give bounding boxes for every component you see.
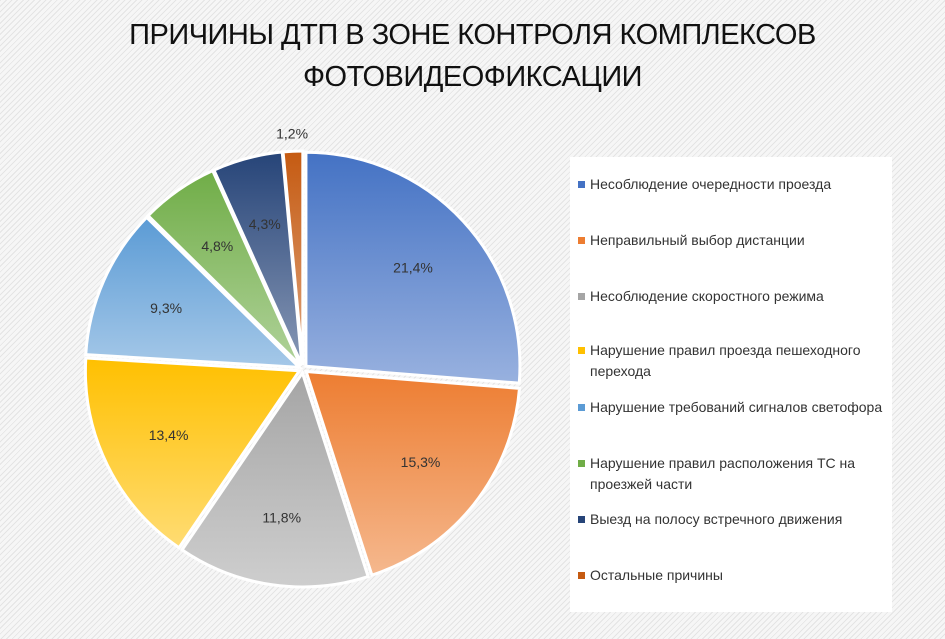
pie-slice	[84, 215, 304, 370]
slice-data-label: 13,4%	[149, 427, 189, 443]
legend-item: Остальные причины	[578, 565, 884, 586]
legend-item: Нарушение правил расположения ТС на прое…	[578, 453, 884, 495]
legend: Несоблюдение очередности проезда Неправил…	[570, 157, 892, 612]
legend-swatch	[578, 516, 585, 523]
legend-label: Неправильный выбор дистанции	[590, 232, 805, 248]
legend-swatch	[578, 460, 585, 467]
legend-item: Нарушение правил проезда пешеходного пер…	[578, 340, 884, 382]
legend-label: Нарушение требований сигналов светофора	[590, 399, 883, 415]
slice-data-label: 21,4%	[393, 259, 433, 275]
chart-title-line-2: ФОТОВИДЕОФИКСАЦИИ	[302, 61, 643, 93]
pie-slices	[83, 149, 522, 589]
slice-data-label: 4,8%	[201, 238, 233, 254]
legend-swatch	[578, 572, 585, 579]
chart-title-line-1: ПРИЧИНЫ ДТП В ЗОНЕ КОНТРОЛЯ КОМПЛЕКСОВ	[129, 19, 816, 51]
legend-label: Нарушение правил проезда пешеходного пер…	[590, 342, 861, 379]
pie-slice	[304, 369, 522, 578]
slice-data-label: 15,3%	[401, 454, 441, 470]
pie-slice	[179, 369, 371, 589]
legend-label: Несоблюдение скоростного режима	[590, 288, 824, 304]
legend-label: Нарушение правил расположения ТС на прое…	[590, 455, 856, 492]
legend-swatch	[578, 347, 585, 354]
pie-data-labels: 21,4% 15,3% 11,8% 13,4% 9,3% 4,8% 4,3% 1,2%	[149, 125, 441, 525]
legend-swatch	[578, 404, 585, 411]
legend-swatch	[578, 237, 585, 244]
legend-item: Неправильный выбор дистанции	[578, 230, 884, 251]
legend-swatch	[578, 293, 585, 300]
slice-data-label: 11,8%	[262, 509, 301, 525]
pie-slice	[304, 150, 522, 385]
slice-data-label: 9,3%	[150, 300, 182, 316]
legend-item: Несоблюдение скоростного режима	[578, 286, 884, 307]
chart-title: ПРИЧИНЫ ДТП В ЗОНЕ КОНТРОЛЯ КОМПЛЕКСОВ Ф…	[0, 14, 945, 98]
legend-label: Остальные причины	[590, 567, 723, 583]
legend-item: Выезд на полосу встречного движения	[578, 509, 884, 530]
slice-data-label: 4,3%	[249, 216, 281, 232]
legend-item: Несоблюдение очередности проезда	[578, 174, 884, 195]
slice-data-label: 1,2%	[276, 125, 308, 141]
legend-swatch	[578, 181, 585, 188]
legend-label: Несоблюдение очередности проезда	[590, 176, 832, 192]
legend-item: Нарушение требований сигналов светофора	[578, 397, 884, 418]
pie-slice	[281, 149, 305, 366]
pie-slice	[83, 356, 303, 550]
legend-label: Выезд на полосу встречного движения	[590, 511, 843, 527]
